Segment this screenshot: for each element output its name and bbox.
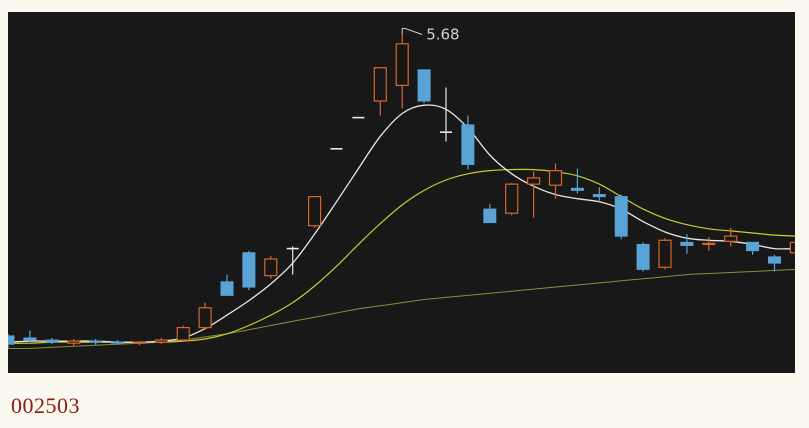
candle-body: [417, 69, 431, 102]
candle-body: [198, 307, 212, 329]
candle-body: [111, 341, 124, 344]
candle-body: [220, 281, 234, 296]
candle-body: [746, 241, 760, 252]
candle-body: [592, 194, 606, 198]
candle-body: [23, 337, 37, 341]
ma-mid-line: [8, 168, 795, 344]
candle-body: [548, 170, 563, 186]
candle-body: [789, 241, 795, 254]
peak-label: 5.68: [426, 25, 459, 43]
candle-body: [308, 196, 322, 227]
candle-body: [395, 43, 409, 87]
candle-body: [483, 208, 497, 224]
candle-body: [636, 243, 650, 270]
peak-marker: [401, 27, 423, 35]
candle-body: [176, 326, 190, 341]
candle-body: [461, 124, 475, 165]
candlestick-chart: 5.68: [8, 12, 795, 373]
candle-body: [526, 177, 541, 185]
ma-long-line: [8, 268, 795, 349]
candle-body: [614, 196, 628, 237]
candle-body: [724, 235, 738, 242]
candle-body: [505, 183, 519, 214]
candle-body: [154, 339, 168, 343]
candle-body: [67, 340, 81, 344]
candle-body: [89, 340, 103, 343]
candle-body: [132, 341, 147, 344]
ma-short-line: [8, 104, 795, 343]
candle-body: [242, 252, 256, 288]
candle-body: [658, 239, 672, 268]
candle-body: [702, 242, 716, 246]
candle-body: [768, 256, 781, 264]
stock-code-caption: 002503: [11, 393, 80, 418]
candle-body: [373, 67, 387, 102]
candle-body: [264, 258, 278, 277]
candle-body: [8, 335, 15, 345]
candle-body: [570, 187, 584, 191]
candle-body: [45, 339, 59, 343]
candle-body: [680, 241, 694, 246]
chart-canvas: 5.68: [8, 25, 795, 349]
